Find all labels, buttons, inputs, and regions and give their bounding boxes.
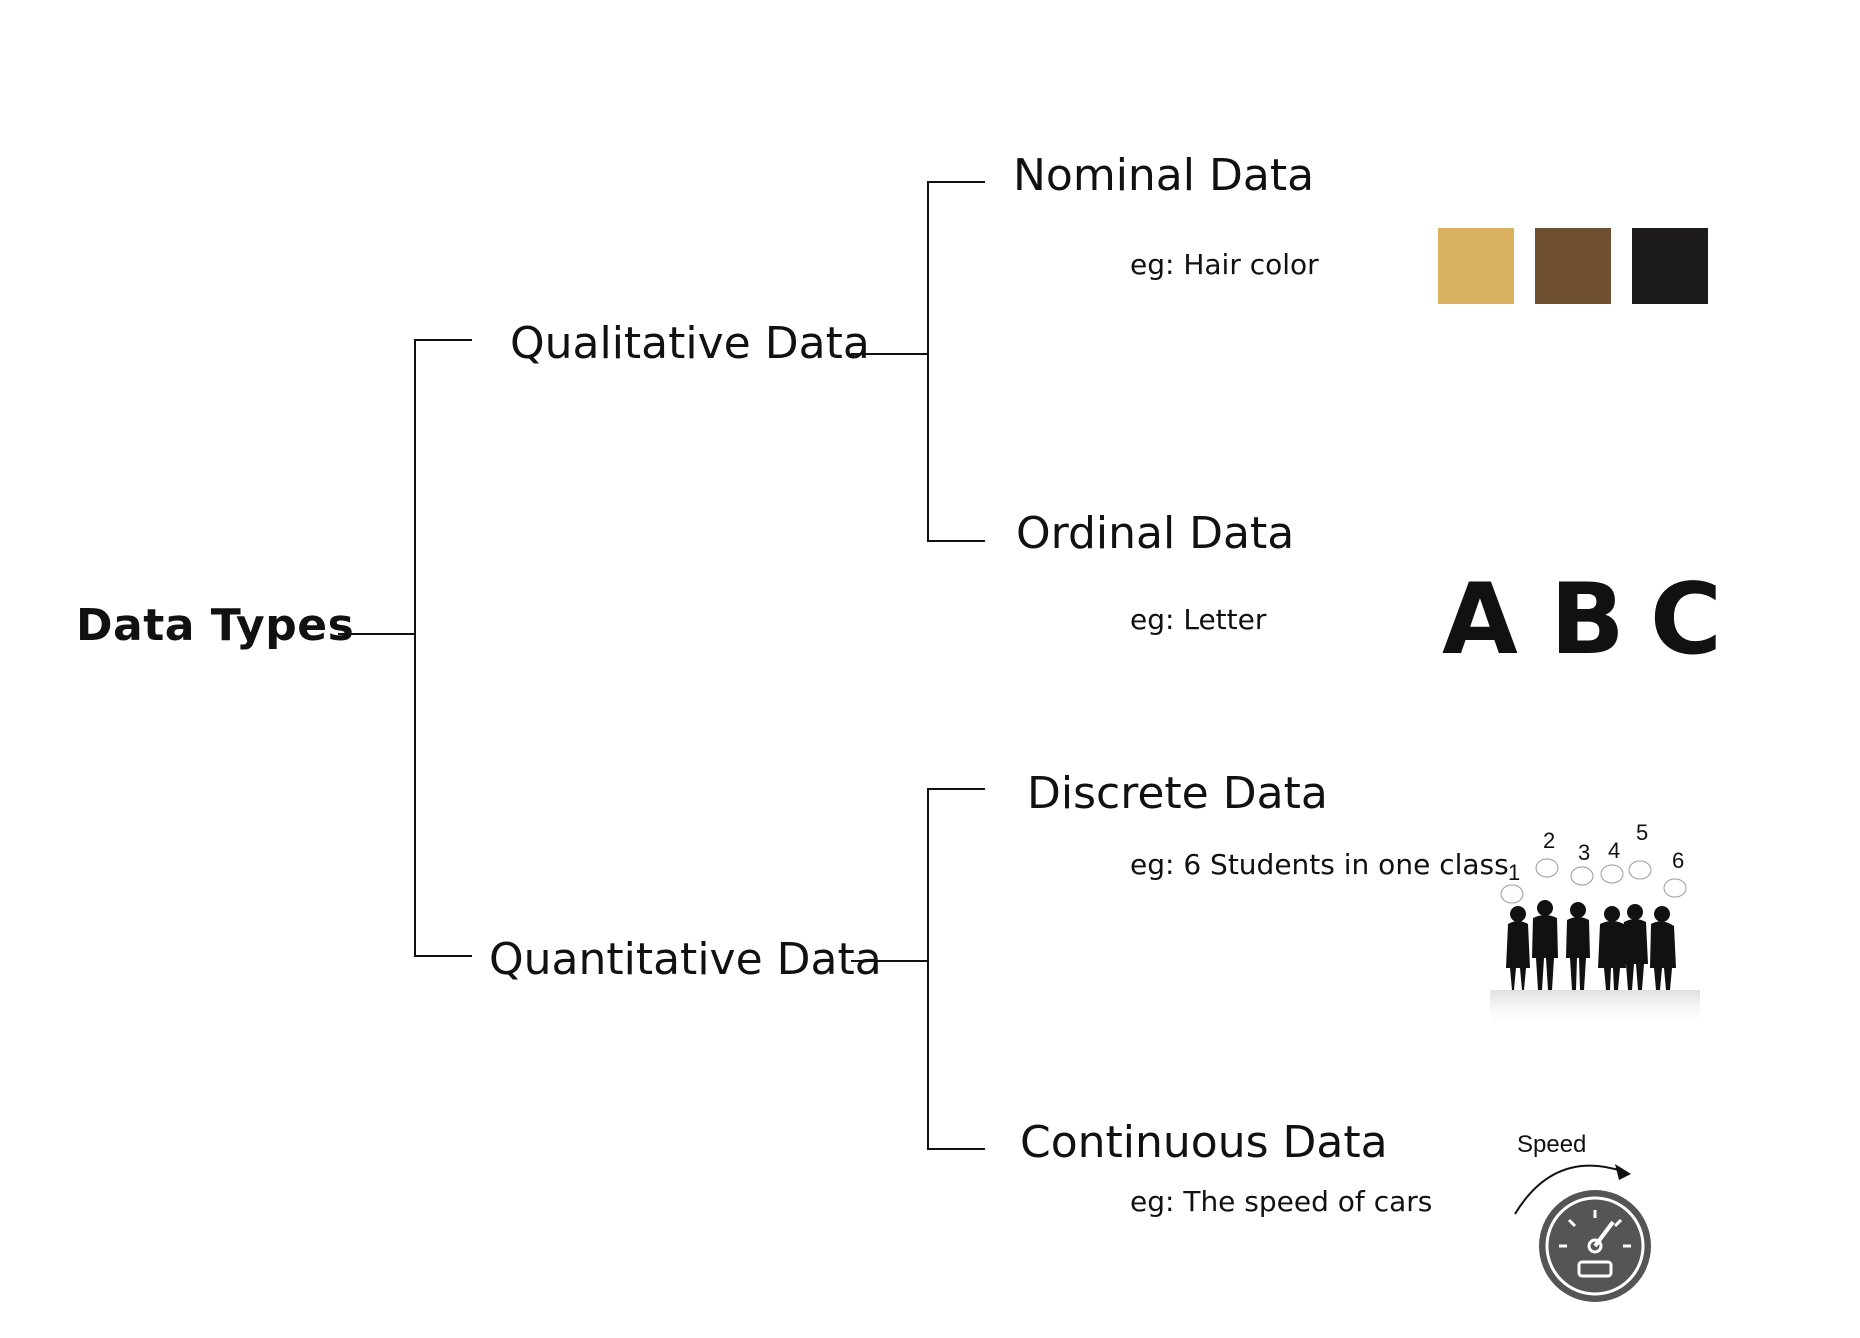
- count-4: 4: [1608, 838, 1620, 863]
- speed-arrow-head: [1615, 1164, 1631, 1180]
- person-silhouette-3: [1566, 902, 1590, 990]
- qualitative-bracket: [927, 181, 985, 542]
- ordinal-example: eg: Letter: [1130, 603, 1267, 636]
- letter-c: C: [1650, 563, 1722, 677]
- person-silhouette-2: [1532, 900, 1558, 990]
- person-silhouette-1: [1506, 906, 1530, 990]
- discrete-example: eg: 6 Students in one class: [1130, 848, 1509, 881]
- quantitative-label: Quantitative Data: [489, 934, 882, 985]
- thought-bubble-4: [1600, 864, 1624, 884]
- students-silhouette-illustration: 1 2 3 4 5 6: [1490, 820, 1700, 1030]
- root-label: Data Types: [76, 600, 355, 651]
- nominal-example: eg: Hair color: [1130, 248, 1319, 281]
- qualitative-label: Qualitative Data: [510, 318, 870, 369]
- discrete-label: Discrete Data: [1027, 768, 1328, 819]
- speedometer-illustration: Speed: [1514, 1131, 1651, 1302]
- thought-bubble-5: [1628, 860, 1652, 880]
- swatch-brown: [1535, 228, 1611, 304]
- person-silhouette-4: [1598, 906, 1626, 990]
- level1-bracket: [414, 339, 472, 957]
- count-6: 6: [1672, 848, 1684, 873]
- nominal-label: Nominal Data: [1013, 150, 1315, 201]
- continuous-label: Continuous Data: [1020, 1117, 1388, 1168]
- letter-b: B: [1550, 563, 1625, 677]
- continuous-example: eg: The speed of cars: [1130, 1185, 1433, 1218]
- swatch-blonde: [1438, 228, 1514, 304]
- count-3: 3: [1578, 840, 1590, 865]
- letter-a: A: [1442, 563, 1518, 677]
- thought-bubble-6: [1663, 878, 1687, 898]
- count-5: 5: [1636, 820, 1648, 845]
- floor-reflection: [1490, 990, 1700, 1030]
- ordinal-label: Ordinal Data: [1016, 508, 1295, 559]
- person-silhouette-6: [1650, 906, 1676, 990]
- person-silhouette-5: [1622, 904, 1648, 990]
- thought-bubble-2: [1535, 858, 1559, 878]
- thought-bubble-1: [1500, 884, 1524, 904]
- count-1: 1: [1508, 860, 1520, 885]
- gauge-icon: [1539, 1190, 1651, 1302]
- quantitative-bracket: [927, 788, 985, 1150]
- speed-arrow-icon: [1514, 1164, 1626, 1215]
- count-2: 2: [1543, 828, 1555, 853]
- speed-caption: Speed: [1517, 1131, 1586, 1158]
- thought-bubble-3: [1570, 866, 1594, 886]
- swatch-black: [1632, 228, 1708, 304]
